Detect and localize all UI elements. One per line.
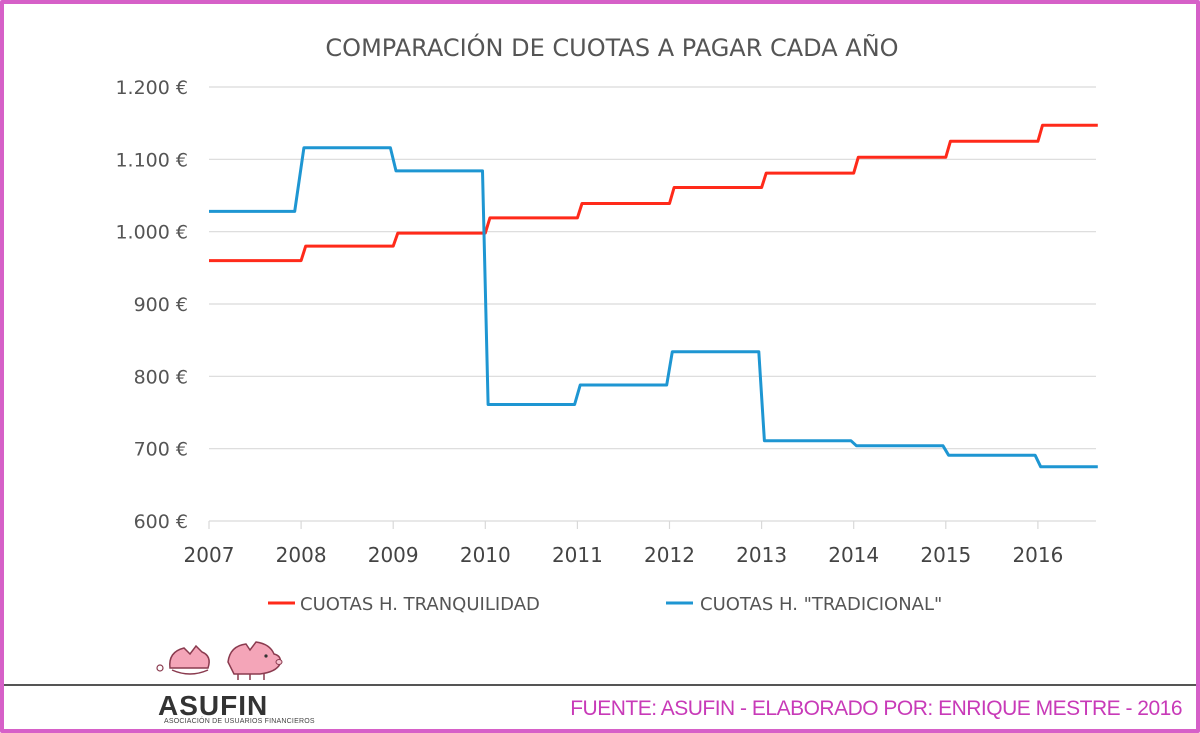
x-tick-label: 2009: [368, 543, 419, 567]
y-tick-label: 600 €: [134, 511, 188, 533]
y-tick-label: 700 €: [134, 439, 188, 461]
legend-label: CUOTAS H. "TRADICIONAL": [700, 594, 942, 615]
x-tick-label: 2011: [552, 543, 603, 567]
x-tick-label: 2016: [1012, 543, 1063, 567]
x-tick-label: 2010: [460, 543, 511, 567]
brand-subtitle: ASOCIACIÓN DE USUARIOS FINANCIEROS: [164, 718, 315, 725]
x-tick-label: 2012: [644, 543, 695, 567]
y-tick-label: 800 €: [134, 366, 188, 388]
legend: CUOTAS H. TRANQUILIDAD CUOTAS H. "TRADICI…: [268, 594, 942, 615]
series-line-tradicional: [209, 146, 1098, 469]
brand-logo-text: ASUFIN: [158, 690, 269, 721]
x-tick-label: 2007: [184, 543, 235, 567]
y-tick-label: 1.200 €: [115, 77, 188, 99]
legend-label: CUOTAS H. TRANQUILIDAD: [300, 594, 540, 615]
series-line-tranquilidad: [209, 123, 1098, 263]
series-lines: [209, 123, 1098, 469]
piggy-bank-logo-icon: [150, 632, 290, 687]
x-axis-ticks: 2007 2008 2009 2010 2011 2012 2013 2014 2015 2016: [184, 543, 1064, 567]
source-credit: FUENTE: ASUFIN - ELABORADO POR: ENRIQUE …: [570, 697, 1182, 720]
footer-divider: [0, 684, 1200, 686]
x-tick-label: 2013: [736, 543, 787, 567]
x-tick-label: 2008: [276, 543, 327, 567]
y-tick-label: 1.000 €: [115, 222, 188, 244]
grid: [208, 86, 1096, 529]
y-tick-label: 900 €: [134, 294, 188, 316]
x-tick-label: 2014: [828, 543, 879, 567]
y-tick-label: 1.100 €: [115, 149, 188, 171]
x-tick-label: 2015: [920, 543, 971, 567]
y-axis-ticks: 600 € 700 € 800 € 900 € 1.000 € 1.100 € 1.200 …: [115, 77, 188, 533]
chart-title: COMPARACIÓN DE CUOTAS A PAGAR CADA AÑO: [325, 32, 898, 62]
